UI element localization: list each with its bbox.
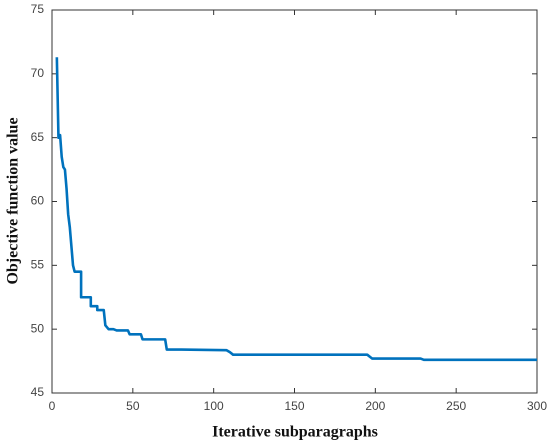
x-tick-label: 300 (527, 399, 547, 413)
x-axis-label: Iterative subparagraphs (212, 424, 378, 441)
y-tick-label: 70 (31, 66, 45, 80)
x-tick-label: 250 (446, 399, 466, 413)
y-tick-label: 75 (31, 2, 45, 16)
x-tick-label: 200 (365, 399, 385, 413)
x-tick-label: 100 (204, 399, 224, 413)
y-tick-label: 50 (31, 321, 45, 335)
plot-frame (51, 9, 538, 394)
y-tick-label: 45 (31, 385, 45, 399)
data-line (55, 57, 537, 362)
y-tick-label: 55 (31, 258, 45, 272)
y-axis-label: Objective function value (5, 117, 22, 284)
x-tick-label: 150 (284, 399, 304, 413)
y-tick-label: 60 (31, 194, 45, 208)
y-tick-label: 65 (31, 130, 45, 144)
x-tick-label: 0 (49, 399, 56, 413)
x-tick-label: 50 (126, 399, 140, 413)
